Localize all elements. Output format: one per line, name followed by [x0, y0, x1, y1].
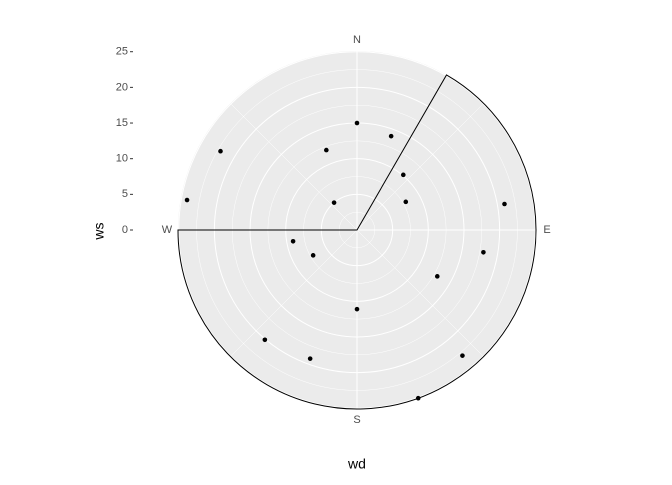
y-tick-label: 10 [116, 153, 128, 165]
y-tick-label: 15 [116, 117, 128, 129]
point [460, 353, 465, 358]
point [324, 147, 329, 153]
y-tick-label: 20 [116, 81, 128, 93]
y-tick-label: 0 [122, 224, 128, 236]
minor-grid-spoke [356, 103, 484, 231]
point [184, 197, 190, 203]
point [354, 306, 360, 312]
point [354, 120, 360, 126]
point [502, 201, 507, 207]
x-tick-label: S [353, 414, 360, 426]
y-tick-label: 5 [122, 188, 128, 200]
point [310, 253, 316, 258]
x-tick-label: E [543, 224, 550, 236]
minor-grid-spoke [230, 229, 358, 357]
point [218, 148, 223, 154]
x-axis-title: wd [347, 456, 366, 472]
point [415, 395, 421, 401]
point [331, 200, 337, 205]
y-tick-label: 25 [116, 46, 128, 58]
minor-grid-spoke [230, 103, 358, 231]
point [307, 356, 313, 361]
point [290, 238, 296, 244]
point [388, 133, 394, 139]
point [481, 249, 486, 255]
point [262, 337, 268, 343]
minor-grid-spoke [356, 229, 484, 357]
x-tick-label: N [353, 34, 361, 46]
x-tick-label: W [162, 224, 173, 236]
point [400, 172, 406, 178]
highlight-sector [177, 74, 537, 410]
point [434, 274, 440, 279]
point [403, 199, 409, 205]
y-axis-title: ws [91, 222, 107, 240]
